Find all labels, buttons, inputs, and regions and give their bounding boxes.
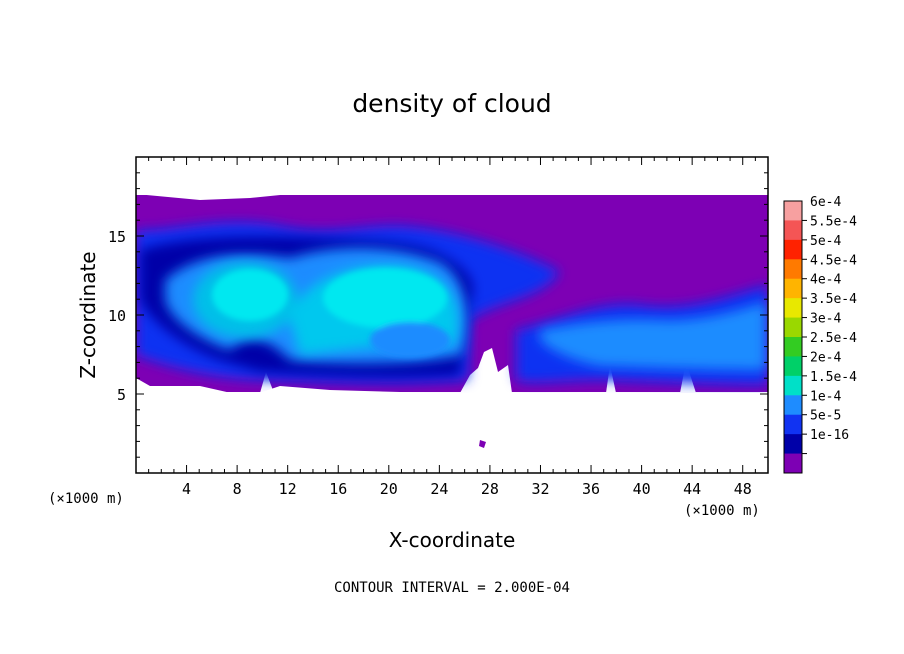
colorbar-segment — [784, 337, 802, 357]
colorbar-label: 5e-5 — [810, 409, 841, 424]
colorbar-segment — [784, 278, 802, 299]
colorbar-segment — [784, 259, 802, 280]
colorbar-label: 1e-16 — [810, 428, 849, 443]
clear-air-top — [136, 157, 768, 200]
colorbar-segment — [784, 375, 802, 396]
colorbar-label: 2e-4 — [810, 350, 841, 365]
colorbar-label: 1e-4 — [810, 389, 841, 404]
x-tick-label: 20 — [380, 480, 398, 498]
clear-air-gap — [460, 348, 512, 393]
colorbar-segment — [784, 434, 802, 455]
cloud-peak-left — [212, 269, 288, 321]
x-tick-label: 44 — [683, 480, 701, 498]
x-tick-label: 32 — [531, 480, 549, 498]
colorbar-label: 4.5e-4 — [810, 253, 857, 268]
y-tick-label: 10 — [108, 307, 126, 325]
colorbar-segment — [784, 317, 802, 338]
colorbar-label: 1.5e-4 — [810, 370, 857, 385]
chart-title: density of cloud — [352, 89, 551, 118]
contour-field — [136, 157, 768, 473]
y-tick-label: 5 — [117, 386, 126, 404]
x-tick-label: 12 — [279, 480, 297, 498]
x-tick-label: 24 — [430, 480, 448, 498]
x-tick-label: 16 — [329, 480, 347, 498]
colorbar-label: 3.5e-4 — [810, 292, 857, 307]
colorbar-segment — [784, 356, 802, 377]
x-unit-right: (×1000 m) — [684, 503, 760, 519]
colorbar-segment — [784, 201, 802, 221]
colorbar-segment — [784, 414, 802, 435]
y-axis-label: Z-coordinate — [76, 251, 100, 378]
clear-air-bottom — [136, 393, 768, 473]
x-tick-label: 48 — [734, 480, 752, 498]
colorbar-label: 6e-4 — [810, 195, 841, 210]
colorbar-segment — [784, 453, 802, 474]
x-unit-left: (×1000 m) — [48, 491, 124, 507]
clear-air-bottom-edge — [136, 378, 470, 400]
x-tick-label: 36 — [582, 480, 600, 498]
colorbar: 6e-4 5.5e-4 5e-4 4.5e-4 4e-4 3.5e-4 3e-4 2.5e-4… — [783, 195, 857, 474]
x-tick-label: 4 — [182, 480, 191, 498]
colorbar-label: 5e-4 — [810, 234, 841, 249]
colorbar-label: 2.5e-4 — [810, 331, 857, 346]
colorbar-segment — [784, 239, 802, 260]
colorbar-label: 3e-4 — [810, 312, 841, 327]
cloud-peak-center — [323, 268, 447, 328]
small-cloud-blob — [479, 440, 486, 448]
colorbar-segment — [784, 298, 802, 319]
colorbar-label: 5.5e-4 — [810, 214, 857, 229]
colorbar-segment — [784, 395, 802, 416]
contour-interval-footer: CONTOUR INTERVAL = 2.000E-04 — [334, 580, 570, 596]
cloud-layer-blue — [540, 302, 766, 370]
x-tick-label: 28 — [481, 480, 499, 498]
y-tick-label: 15 — [108, 228, 126, 246]
x-tick-label: 8 — [233, 480, 242, 498]
colorbar-segment — [784, 220, 802, 241]
x-axis-label: X-coordinate — [389, 528, 516, 552]
colorbar-label: 4e-4 — [810, 273, 841, 288]
x-tick-label: 40 — [633, 480, 651, 498]
cloud-inner-blue — [370, 322, 450, 358]
clear-air-gap — [260, 372, 274, 393]
